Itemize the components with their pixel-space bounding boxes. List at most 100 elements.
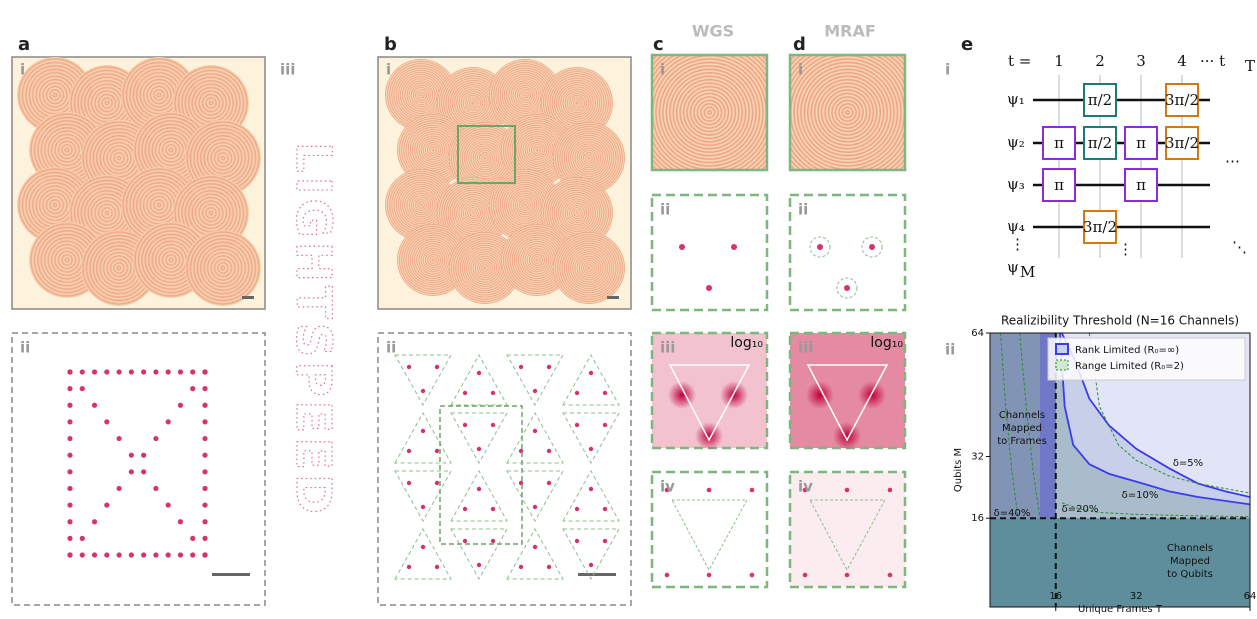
region-annotation: Mapped [1170,556,1210,567]
spot [603,423,607,427]
spot [589,371,593,375]
gate-label: π/2 [1088,134,1112,152]
spot [202,502,207,507]
time-end: ··· t [1200,52,1225,70]
spot [153,486,158,491]
region-annotation: Channels [1167,543,1213,554]
spot [153,436,158,441]
x-tick-label: 64 [1244,591,1257,602]
spot [202,519,207,524]
region-annotation: to Frames [997,436,1047,447]
spot [116,436,121,441]
spot [104,552,109,557]
spot [116,369,121,374]
subpanel-label: iii [798,339,813,357]
rings [17,57,261,306]
chart-title: Realizibility Threshold (N=16 Channels) [1001,314,1239,328]
spot [533,505,537,509]
spot [603,507,607,511]
panel-header: WGS [692,22,734,41]
spot [477,371,481,375]
spot [533,389,537,393]
spot [575,391,579,395]
spot [519,365,523,369]
spot [202,486,207,491]
log-spot [668,381,696,409]
spot [707,488,712,493]
spot [80,369,85,374]
legend-label: Range Limited (R₀=2) [1075,361,1184,372]
spot [888,573,893,578]
spot [421,389,425,393]
spot [67,386,72,391]
time-tick: 3 [1136,52,1146,70]
y-tick-label: 64 [971,328,984,339]
spot [575,423,579,427]
spot [92,519,97,524]
subpanel-label: ii [386,339,396,357]
spot [202,436,207,441]
qubit-last-sub: M [1020,263,1035,281]
qubit-label: ψ₄ [1007,217,1025,235]
panel-label: e [961,34,973,55]
qubit-last: ψ [1007,258,1019,276]
spot [533,429,537,433]
spot [67,453,72,458]
spot [116,486,121,491]
phase-crop [790,55,905,170]
target-a [12,333,265,605]
subpanel-label: i [798,61,803,79]
region-annotation: to Qubits [1167,569,1213,580]
qubit-label: ψ₃ [1007,175,1025,193]
subpanel-label: iii [660,339,675,357]
letters-pattern: LIGHTSPEED [285,142,341,518]
spot [92,369,97,374]
curve-annotation: δ=5% [1173,458,1203,469]
scale-bar [607,296,619,299]
spot [547,565,551,569]
gate-label: π [1136,134,1146,152]
spot [129,469,134,474]
spot [491,507,495,511]
rings [385,59,625,304]
scale-bar [212,573,250,576]
log-spot [833,422,861,450]
curve-annotation: δ=10% [1122,490,1159,501]
spot [477,563,481,567]
spot [190,552,195,557]
time-tick: 2 [1095,52,1105,70]
gate-label: π [1054,176,1064,194]
spot [202,536,207,541]
spot [67,519,72,524]
spot [435,565,439,569]
spot [166,502,171,507]
ellipsis: ⋮ [1118,240,1133,258]
spot [202,369,207,374]
spot [491,539,495,543]
spot [435,481,439,485]
spot [67,436,72,441]
spot [707,573,712,578]
spot [603,539,607,543]
subpanel-label: i [386,61,391,79]
curve-annotation: δ=40% [994,508,1031,519]
spot [80,552,85,557]
spot [491,423,495,427]
spot [67,369,72,374]
spot [603,391,607,395]
ellipsis: ⋯ [1225,152,1240,170]
spot [141,552,146,557]
qubit-label: ψ₁ [1007,90,1025,108]
spot [706,285,712,291]
spot [407,481,411,485]
log-spot [720,381,748,409]
region-annotation: Mapped [1002,423,1042,434]
subpanel-label: iv [798,478,813,496]
spot [166,419,171,424]
ellipsis: ⋱ [1232,238,1247,256]
spot [407,565,411,569]
time-tick: 4 [1177,52,1187,70]
ring-spot [185,230,261,306]
legend-swatch [1056,360,1068,370]
spot [104,502,109,507]
